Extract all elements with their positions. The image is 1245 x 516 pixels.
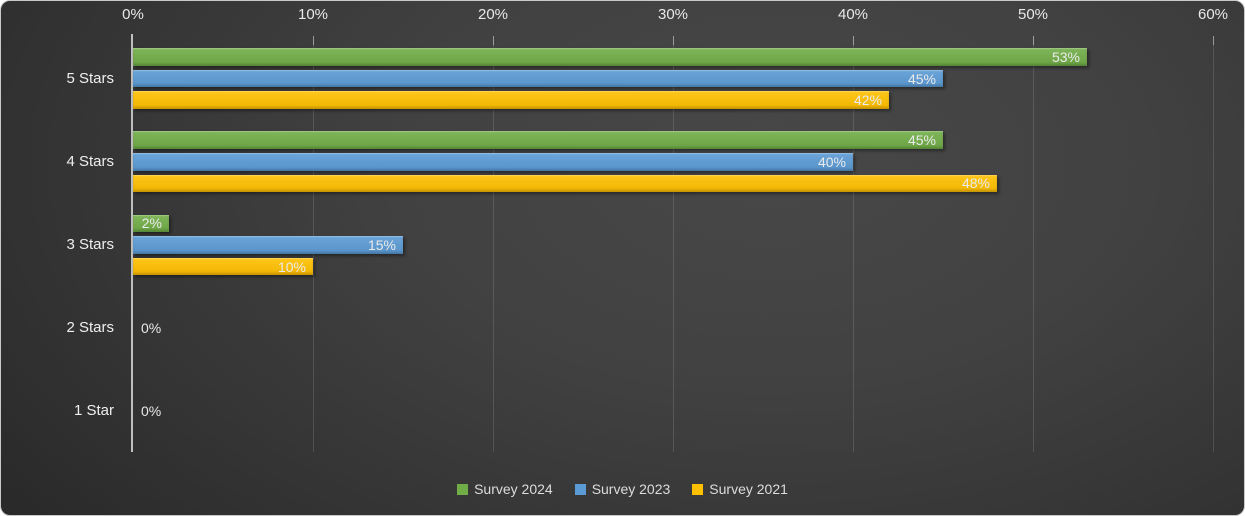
bar-survey-2021-4-stars: 48% [133,174,997,193]
category-label-4-stars: 4 Stars [66,152,114,170]
bar-value-label: 40% [817,153,846,170]
chart-legend: Survey 2024 Survey 2023 Survey 2021 [1,481,1244,497]
bar-survey-2023-4-stars: 40% [133,153,853,171]
bar-survey-2023-3-stars: 15% [133,236,403,254]
axis-tick-label: 40% [837,6,869,23]
axis-tick-label: 20% [477,6,509,23]
gridline-30% [673,36,674,452]
legend-label: Survey 2021 [709,481,788,497]
bar-survey-2021-3-stars: 10% [133,257,313,276]
bar-value-label: 45% [907,132,936,149]
tickmark-50% [1033,36,1034,45]
legend-item-survey-2021: Survey 2021 [692,481,788,497]
axis-tick-label: 0% [122,6,144,23]
tickmark-10% [313,36,314,45]
bar-survey-2021-5-stars: 42% [133,91,889,109]
zero-value-label-1-star: 0% [141,403,162,420]
bar-survey-2024-4-stars: 45% [133,131,943,149]
bar-value-label: 42% [853,92,882,109]
category-label-1-star: 1 Star [73,402,114,420]
axis-tick-label: 10% [297,6,329,23]
bar-value-label: 10% [277,258,306,275]
axis-tick-label: 60% [1197,6,1229,23]
category-label-5-stars: 5 Stars [66,69,114,87]
bar-value-label: 53% [1051,49,1080,65]
tickmark-30% [673,36,674,45]
tickmark-60% [1213,36,1214,45]
legend-item-survey-2023: Survey 2023 [574,481,671,497]
tickmark-40% [853,36,854,45]
legend-swatch-icon [692,483,704,495]
tickmark-20% [493,36,494,45]
bar-survey-2024-5-stars: 53% [133,48,1087,66]
bar-value-label: 45% [907,70,936,87]
bar-survey-2023-5-stars: 45% [133,69,943,88]
legend-label: Survey 2023 [591,481,671,497]
gridline-20% [493,36,494,452]
bar-value-label: 15% [367,237,396,253]
value-axis-line [131,34,133,452]
legend-item-survey-2024: Survey 2024 [457,481,553,497]
bar-value-label: 2% [141,215,162,232]
legend-swatch-icon [457,483,469,495]
bar-value-label: 48% [961,175,990,192]
zero-value-label-2-stars: 0% [141,320,162,337]
category-label-2-stars: 2 Stars [66,319,114,337]
legend-label: Survey 2024 [474,481,553,497]
axis-tick-label: 30% [657,6,689,23]
category-label-3-stars: 3 Stars [66,236,114,253]
gridline-60% [1213,36,1214,452]
gridline-40% [853,36,854,452]
legend-swatch-icon [574,483,586,495]
axis-tick-label: 50% [1017,6,1049,23]
bar-survey-2024-3-stars: 2% [133,214,169,233]
gridline-50% [1033,36,1034,452]
